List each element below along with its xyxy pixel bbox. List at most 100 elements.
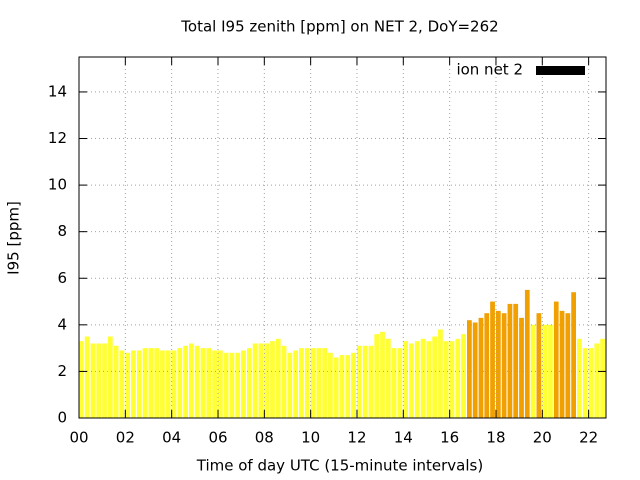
bar [368, 345, 374, 418]
bar [374, 334, 380, 418]
bar [102, 343, 107, 418]
bar [461, 334, 466, 418]
bar [507, 303, 513, 418]
bar [438, 329, 443, 418]
x-tick-label: 12 [347, 429, 366, 447]
bar [206, 348, 212, 418]
bar [467, 320, 472, 418]
bar [339, 355, 345, 418]
bar [212, 350, 217, 418]
bar [154, 348, 160, 418]
bar [96, 343, 102, 418]
bar [345, 355, 351, 418]
bar [165, 350, 171, 418]
x-tick-label: 08 [255, 429, 274, 447]
bar [426, 341, 432, 418]
bar [304, 348, 310, 418]
bar [322, 348, 327, 418]
x-tick-label: 18 [486, 429, 505, 447]
bar [600, 338, 605, 418]
bar [548, 324, 553, 418]
x-tick-label: 06 [208, 429, 227, 447]
x-tick-label: 04 [162, 429, 181, 447]
bar [524, 289, 530, 418]
bar [542, 324, 548, 418]
bar [148, 348, 154, 418]
bar [275, 338, 281, 418]
bar [281, 345, 287, 418]
bar [107, 336, 113, 418]
bar [194, 345, 200, 418]
bar [183, 345, 188, 418]
bar [113, 345, 119, 418]
bar [362, 345, 368, 418]
bar [333, 357, 339, 418]
bar [490, 301, 495, 418]
x-tick-label: 22 [579, 429, 598, 447]
bar [131, 350, 136, 418]
bar [125, 352, 131, 418]
x-axis-label: Time of day UTC (15-minute intervals) [196, 457, 483, 475]
y-tick-label: 4 [57, 315, 67, 333]
bar [588, 348, 594, 418]
bar [84, 336, 90, 418]
y-tick-label: 0 [57, 409, 67, 427]
y-tick-label: 14 [48, 82, 67, 100]
legend-swatch [536, 66, 585, 75]
bar [495, 310, 501, 418]
bar [293, 350, 299, 418]
bar [90, 343, 96, 418]
bar [380, 331, 385, 418]
bar [160, 350, 165, 418]
bar [385, 338, 391, 418]
x-tick-label: 02 [116, 429, 135, 447]
x-tick-label: 00 [69, 429, 88, 447]
x-tick-label: 20 [533, 429, 552, 447]
bar [414, 341, 420, 418]
bars [79, 289, 605, 418]
bar [443, 341, 449, 418]
bar [478, 317, 484, 418]
bar [409, 343, 414, 418]
bar [559, 310, 565, 418]
bar [270, 341, 275, 418]
bar [455, 338, 461, 418]
bar [189, 343, 194, 418]
bar [264, 343, 270, 418]
bar [217, 350, 223, 418]
bar [316, 348, 322, 418]
bar [200, 348, 206, 418]
bar [449, 341, 455, 418]
y-tick-label: 8 [57, 222, 67, 240]
bar [513, 303, 519, 418]
bar [258, 343, 264, 418]
bar [553, 301, 559, 418]
bar [351, 352, 356, 418]
y-tick-label: 6 [57, 269, 67, 287]
bar [241, 350, 246, 418]
bar [484, 313, 490, 418]
bar [397, 348, 403, 418]
bar [519, 317, 524, 418]
bar [299, 348, 304, 418]
bar [229, 352, 235, 418]
bar [328, 352, 333, 418]
bar [246, 348, 252, 418]
bar [536, 313, 542, 418]
bar [177, 348, 183, 418]
bar [136, 350, 142, 418]
legend-label: ion net 2 [456, 61, 523, 79]
plot-frame [78, 56, 607, 419]
bar [432, 336, 438, 418]
bar [310, 348, 316, 418]
bar [403, 341, 409, 418]
y-tick-label: 10 [48, 176, 67, 194]
bar [577, 338, 582, 418]
bar [142, 348, 148, 418]
bar [472, 322, 478, 418]
bar [235, 352, 241, 418]
bar [571, 292, 577, 418]
bar [565, 313, 571, 418]
bar [252, 343, 258, 418]
